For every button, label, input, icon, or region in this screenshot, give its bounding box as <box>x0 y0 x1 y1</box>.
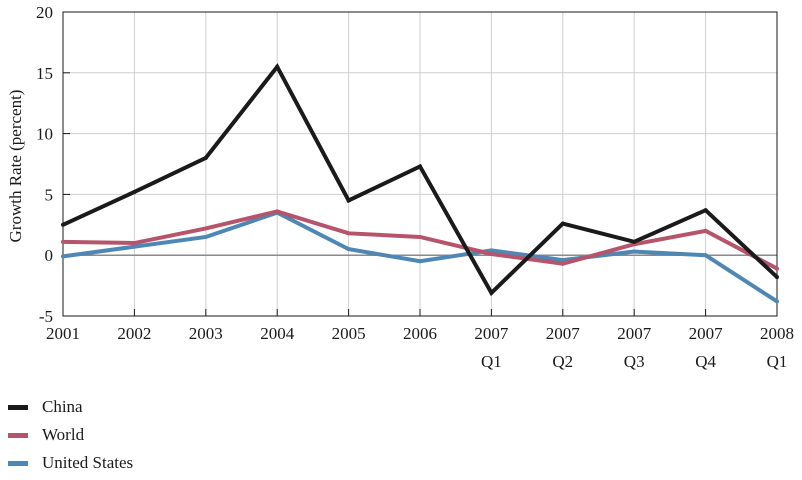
y-tick-label: 20 <box>36 3 53 22</box>
legend-swatch <box>8 460 28 466</box>
x-tick-label: 2007 <box>546 324 581 343</box>
x-tick-sublabel: Q4 <box>695 352 716 371</box>
series-united-states <box>61 210 779 304</box>
data-point-world <box>560 261 565 266</box>
data-point-world <box>489 251 494 256</box>
data-series <box>61 63 779 304</box>
y-axis-ticks: -5 0 5 10 15 20 <box>36 3 70 326</box>
data-point-united-states <box>346 247 351 252</box>
x-tick-label: 2007 <box>474 324 509 343</box>
data-point-china <box>632 239 637 244</box>
x-tick-sublabel: Q2 <box>552 352 573 371</box>
data-point-china <box>775 275 779 280</box>
data-point-china <box>703 208 708 213</box>
x-axis-ticks: 2001 2002 2003 2004 2005 2006 2007 Q1 2007 Q2 2007… <box>46 309 794 371</box>
data-point-united-states <box>489 248 494 253</box>
data-point-world <box>275 209 280 214</box>
data-point-world <box>346 231 351 236</box>
legend: China World United States <box>8 393 133 477</box>
legend-swatch <box>8 404 28 410</box>
data-point-united-states <box>61 254 65 259</box>
data-point-united-states <box>775 299 779 304</box>
y-tick-label: 15 <box>36 64 53 83</box>
data-point-united-states <box>560 258 565 263</box>
legend-item-united-states: United States <box>8 449 133 477</box>
x-tick-label: 2007 <box>689 324 724 343</box>
x-tick-sublabel: Q3 <box>624 352 645 371</box>
gridlines <box>63 12 777 316</box>
data-point-united-states <box>418 259 422 264</box>
y-axis-label: Growth Rate (percent) <box>6 90 25 243</box>
y-tick-label: 0 <box>45 246 54 265</box>
x-tick-sublabel: Q1 <box>481 352 502 371</box>
x-tick-label: 2007 <box>617 324 652 343</box>
y-tick-label: 10 <box>36 125 53 144</box>
data-point-china <box>203 155 208 160</box>
x-tick-label: 2002 <box>117 324 151 343</box>
data-point-united-states <box>132 244 137 249</box>
data-point-china <box>132 189 137 194</box>
legend-label: World <box>42 425 85 444</box>
legend-item-world: World <box>8 421 133 449</box>
data-point-world <box>203 226 208 231</box>
legend-label: United States <box>42 453 134 472</box>
data-point-china <box>560 221 565 226</box>
line-chart: -5 0 5 10 15 20 2001 2002 2003 2004 2005 2006 2007 Q… <box>6 3 794 371</box>
data-point-china <box>346 198 351 203</box>
data-point-world <box>132 241 137 246</box>
y-tick-label: 5 <box>45 185 54 204</box>
x-tick-label: 2004 <box>260 324 295 343</box>
data-point-world <box>703 228 708 233</box>
data-point-united-states <box>632 249 637 254</box>
legend-item-china: China <box>8 393 133 421</box>
data-point-united-states <box>203 234 208 239</box>
x-tick-label: 2003 <box>189 324 223 343</box>
x-tick-sublabel: Q1 <box>767 352 788 371</box>
data-point-china <box>275 64 280 69</box>
data-point-china <box>418 164 422 169</box>
x-tick-label: 2008 <box>760 324 794 343</box>
series-world <box>61 209 779 271</box>
x-tick-label: 2005 <box>332 324 366 343</box>
series-china <box>61 63 779 297</box>
y-tick-label: -5 <box>39 307 53 326</box>
legend-swatch <box>8 432 28 438</box>
data-point-world <box>775 266 779 271</box>
data-point-china <box>61 222 65 227</box>
legend-label: China <box>42 397 83 416</box>
data-point-world <box>418 234 422 239</box>
data-point-united-states <box>703 253 708 258</box>
data-point-world <box>61 239 65 244</box>
x-tick-label: 2006 <box>403 324 437 343</box>
x-tick-label: 2001 <box>46 324 80 343</box>
data-point-china <box>489 290 494 295</box>
